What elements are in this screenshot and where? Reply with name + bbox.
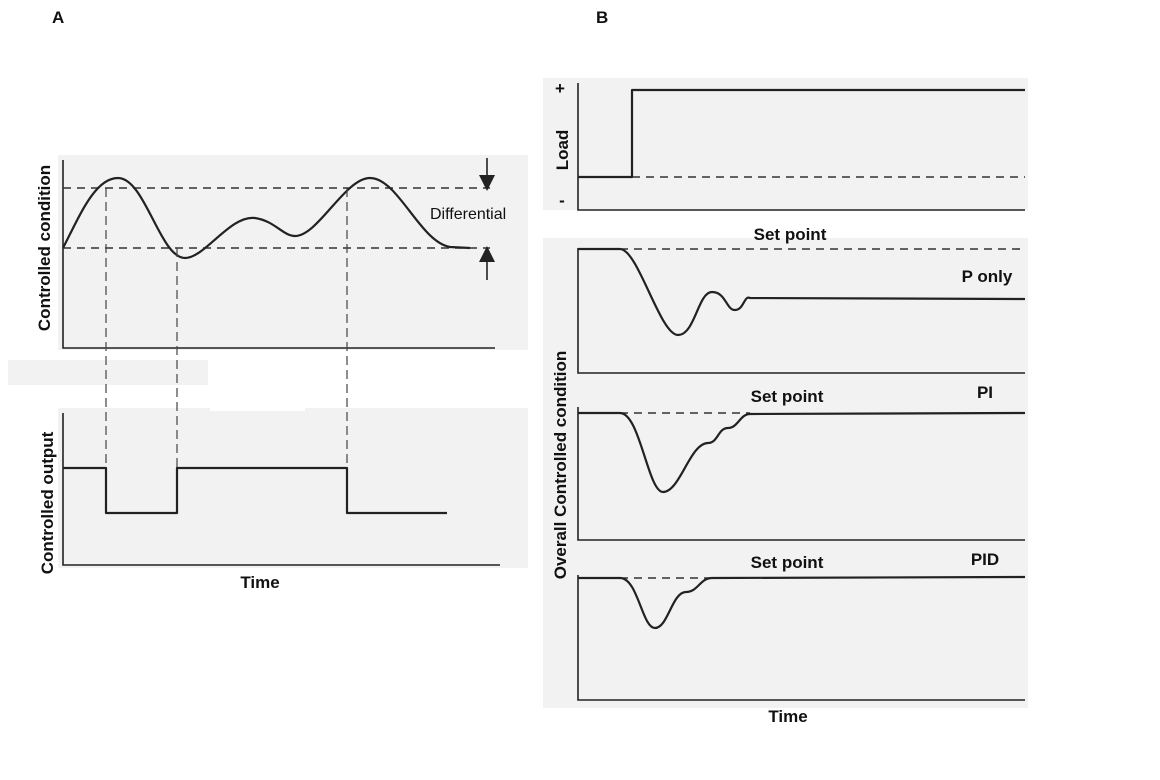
p-only-response-curve	[578, 247, 1026, 337]
panel-a-bottom-axes	[62, 413, 500, 566]
pid-axes	[577, 575, 1025, 701]
differential-label: Differential	[430, 206, 506, 223]
p-only-setpoint-label: Set point	[754, 225, 827, 244]
pi-response-curve	[578, 411, 1026, 494]
panel-a-condition-curve	[62, 176, 471, 260]
pi-axes	[577, 407, 1025, 541]
panel-a-letter: A	[52, 8, 64, 27]
pid-response-curve	[578, 575, 1026, 630]
panel-a-blank-patch	[210, 358, 305, 411]
panel-a-top-background	[58, 155, 528, 350]
panel-a: A Controlled condition Differential Cont…	[8, 8, 528, 592]
pi-tag: PI	[977, 383, 993, 402]
panel-a-top-axes	[62, 160, 495, 349]
panel-b-response-background	[543, 238, 1028, 708]
load-axes	[577, 83, 1025, 211]
pi-setpoint-label: Set point	[751, 387, 824, 406]
panel-a-output-wave	[63, 466, 447, 515]
pid-plot: Set point PID	[577, 550, 1026, 701]
load-plus-sign: +	[555, 79, 565, 98]
panel-b-xlabel: Time	[768, 707, 807, 726]
load-step-curve	[578, 88, 1025, 179]
panel-a-bottom-ylabel: Controlled output	[38, 431, 57, 574]
panel-b-load-background	[543, 78, 1028, 210]
pid-setpoint-label: Set point	[751, 553, 824, 572]
p-only-axes	[577, 248, 1025, 374]
p-only-plot: Set point P only	[577, 225, 1026, 374]
panel-a-gap-background	[8, 360, 208, 385]
panel-b: B + - Load Overall Controlled condition …	[543, 8, 1028, 726]
p-only-tag: P only	[962, 267, 1013, 286]
pi-plot: Set point PI	[577, 383, 1026, 541]
panel-a-xlabel: Time	[240, 573, 279, 592]
panel-b-letter: B	[596, 8, 608, 27]
panel-b-ylabel: Overall Controlled condition	[551, 351, 570, 580]
panel-a-bottom-background	[58, 408, 528, 568]
load-minus-sign: -	[559, 191, 565, 210]
pid-tag: PID	[971, 550, 999, 569]
load-label: Load	[553, 130, 572, 171]
panel-a-top-ylabel: Controlled condition	[35, 165, 54, 331]
